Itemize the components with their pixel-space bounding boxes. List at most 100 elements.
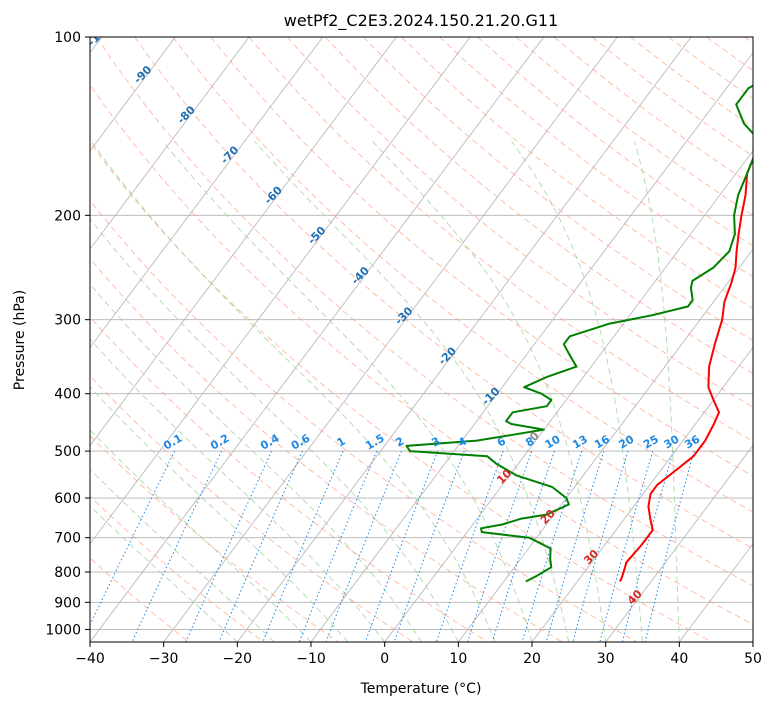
dry-adiabat-line xyxy=(363,37,753,342)
plot-frame xyxy=(89,36,754,643)
isotherm-line xyxy=(90,37,471,545)
mixing-ratio-label: 3 xyxy=(429,435,442,450)
mixing-ratio-line xyxy=(545,450,605,642)
isotherm-line xyxy=(90,37,545,642)
isotherm-line xyxy=(90,37,397,447)
isentrope-label: -20 xyxy=(436,344,459,367)
dry-adiabat-line xyxy=(210,37,753,477)
isotherm-line xyxy=(678,543,753,642)
x-axis: −40 −30 −20 −10 0 10 20 30 40 50 xyxy=(75,642,762,667)
dry-adiabat-line xyxy=(248,37,753,442)
y-tick-label: 900 xyxy=(54,595,81,611)
x-tick-label: 30 xyxy=(597,651,615,667)
dewpoint-profile-line xyxy=(405,84,753,583)
isentrope-label: -100 xyxy=(85,20,114,49)
dry-adiabat-line xyxy=(90,142,713,642)
dry-adiabat-line xyxy=(90,557,190,642)
mixing-ratio-label: 0.2 xyxy=(208,432,231,453)
isotherm-line xyxy=(163,37,618,642)
mixing-ratio-line xyxy=(218,450,303,642)
y-axis-label: Pressure (hPa) xyxy=(12,290,28,390)
isotherm-line xyxy=(457,248,753,642)
isentrope-label: -80 xyxy=(175,103,198,126)
isotherm-line xyxy=(90,37,324,349)
y-tick-label: 300 xyxy=(54,313,81,329)
temperature-profile-line xyxy=(619,156,753,582)
dry-adiabat-line xyxy=(286,37,753,408)
dry-adiabat-line xyxy=(90,199,638,642)
x-tick-label: −20 xyxy=(223,651,253,667)
y-tick-label: 700 xyxy=(54,531,81,547)
isentrope-label: -10 xyxy=(479,384,502,407)
isotherm-line xyxy=(605,444,753,642)
isotherm-line xyxy=(90,37,176,152)
dry-adiabat-line xyxy=(90,257,564,642)
mixing-ratio-line xyxy=(298,450,378,642)
moist-adiabat-line xyxy=(254,141,570,642)
dry-adiabat-line xyxy=(90,495,265,642)
dry-adiabat-line xyxy=(90,84,753,625)
mixing-ratio-label: 1 xyxy=(335,435,348,450)
moist-adiabat-line xyxy=(633,141,680,642)
mixing-ratio-line xyxy=(466,450,533,642)
x-tick-label: 40 xyxy=(670,651,688,667)
mixing-ratio-line xyxy=(185,450,272,642)
series-layer xyxy=(405,84,753,583)
moist-adiabat-line xyxy=(90,468,275,642)
x-axis-label: Temperature (°C) xyxy=(360,681,482,697)
mixing-ratio-label: 2 xyxy=(393,435,406,450)
mixing-ratio-label: 0.6 xyxy=(289,431,313,452)
isotherm-line xyxy=(310,52,753,642)
x-tick-label: 0 xyxy=(380,651,389,667)
mixing-ratio-label: 10 xyxy=(543,432,563,451)
mixing-ratio-line xyxy=(262,450,344,642)
moist-adiabat-line xyxy=(372,140,607,642)
isotherm-line xyxy=(90,37,250,250)
dry-adiabat-line xyxy=(90,434,339,642)
isentrope-label: 10 xyxy=(494,467,514,487)
mixing-ratio-line xyxy=(621,450,674,642)
moist-adiabat-line xyxy=(90,429,312,642)
dry-adiabat-line xyxy=(90,375,414,642)
isentrope-label: 30 xyxy=(581,547,601,567)
mixing-ratio-label: 13 xyxy=(570,433,590,452)
mixing-ratio-label: 20 xyxy=(616,432,636,451)
mixing-ratio-line xyxy=(644,450,695,642)
moist-adiabat-line xyxy=(90,141,496,642)
mixing-ratio-line xyxy=(90,450,176,626)
moist-adiabat-line xyxy=(90,338,386,642)
x-tick-label: 10 xyxy=(449,651,467,667)
mixing-ratio-label: 0.4 xyxy=(258,431,282,452)
mixing-ratio-line xyxy=(521,450,583,642)
moist-adiabat-line xyxy=(90,218,459,642)
y-tick-label: 500 xyxy=(54,444,81,460)
x-tick-label: −10 xyxy=(296,651,326,667)
dry-adiabat-line xyxy=(134,37,753,550)
dry-adiabat-line xyxy=(96,37,753,587)
isentrope-label: 40 xyxy=(625,587,645,607)
x-tick-label: −30 xyxy=(149,651,179,667)
y-axis: 100 200 300 400 500 600 700 800 900 1000 xyxy=(45,30,90,638)
grid-layer xyxy=(90,37,753,642)
isotherm-line xyxy=(236,37,692,642)
isotherm-line xyxy=(752,641,753,642)
mixing-ratio-label: 1.5 xyxy=(363,432,386,453)
moist-adiabat-line xyxy=(90,505,238,642)
moist-adiabat-line xyxy=(90,386,349,642)
line-labels-layer: 0.1 0.2 0.4 0.6 1 1.5 2 3 4 6 8 10 13 16 20 25 30 36-100-… xyxy=(85,20,703,607)
moist-adiabat-line xyxy=(162,141,533,642)
y-tick-label: 800 xyxy=(54,565,81,581)
isentrope-label: -60 xyxy=(262,183,285,206)
dry-adiabat-line xyxy=(90,316,489,642)
x-tick-label: 50 xyxy=(744,651,762,667)
mixing-ratio-line xyxy=(393,450,465,642)
y-tick-label: 600 xyxy=(54,491,81,507)
x-tick-label: 20 xyxy=(523,651,541,667)
mixing-ratio-line xyxy=(435,450,504,642)
x-tick-label: −40 xyxy=(75,651,105,667)
dry-adiabat-line xyxy=(439,37,753,278)
y-tick-label: 200 xyxy=(54,208,81,224)
mixing-ratio-label: 30 xyxy=(662,432,682,451)
mixing-ratio-line xyxy=(572,450,629,642)
